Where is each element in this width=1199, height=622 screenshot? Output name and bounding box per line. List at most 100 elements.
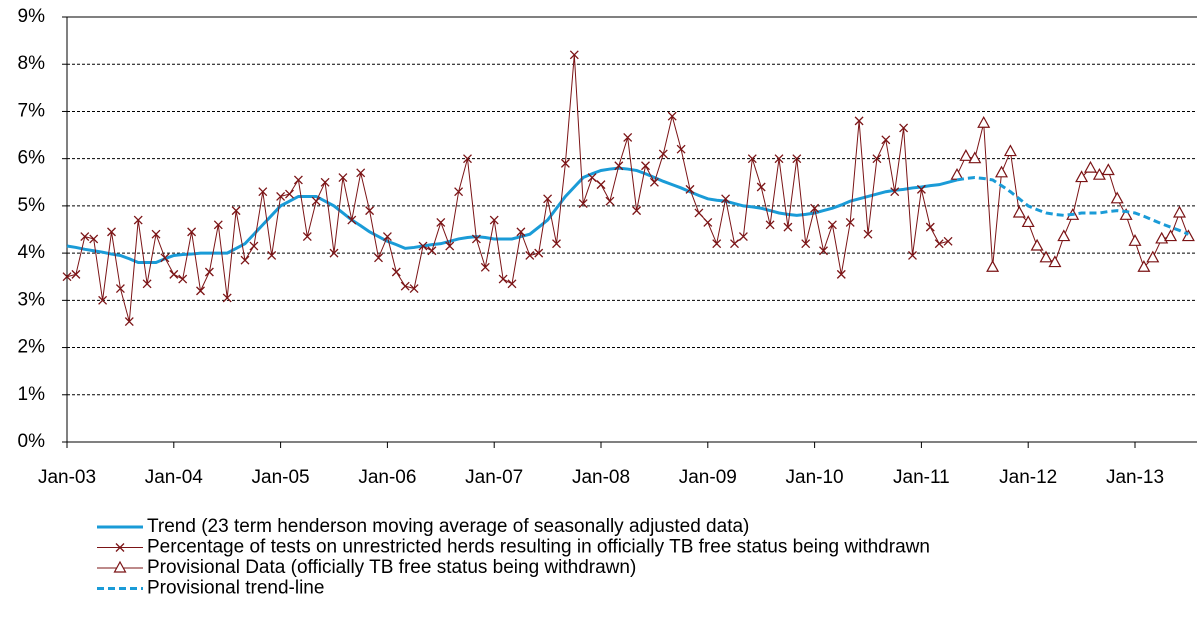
series-line: [66, 166, 958, 265]
data-point: [1146, 250, 1160, 263]
data-point: [365, 206, 375, 216]
data-point: [534, 248, 544, 258]
data-point: [605, 196, 615, 206]
data-point: [338, 173, 348, 183]
data-point: [827, 220, 837, 230]
data-point: [836, 269, 846, 279]
x-tick-label: Jan-10: [786, 467, 844, 488]
data-point: [249, 241, 259, 251]
x-tick-label: Jan-05: [252, 467, 310, 488]
legend-label: Percentage of tests on unrestricted herd…: [147, 537, 930, 558]
data-point: [445, 241, 455, 251]
data-point: [1083, 160, 1098, 173]
data-point: [302, 232, 312, 242]
data-point: [908, 251, 917, 260]
data-point: [685, 184, 695, 194]
x-tick-label: Jan-04: [145, 467, 204, 488]
data-point: [1039, 250, 1053, 263]
data-point: [463, 154, 472, 164]
data-point: [765, 220, 775, 230]
legend-marker: [113, 560, 127, 573]
data-point: [994, 165, 1009, 178]
data-point: [62, 272, 72, 282]
y-tick-label: 7%: [18, 100, 46, 121]
data-point: [178, 274, 188, 284]
data-point: [71, 269, 81, 279]
data-point: [516, 227, 526, 237]
data-point: [730, 239, 739, 249]
data-point: [347, 215, 357, 225]
data-point: [196, 286, 205, 296]
data-point: [899, 123, 909, 133]
x-tick-label: Jan-12: [999, 467, 1057, 488]
series-line: [66, 54, 949, 322]
series-line: [956, 123, 1189, 269]
data-point: [374, 253, 383, 263]
data-point: [977, 116, 991, 128]
data-point: [738, 232, 748, 242]
data-point: [204, 267, 214, 277]
legend-label: Trend (23 term henderson moving average …: [147, 516, 749, 537]
data-point: [712, 239, 722, 249]
x-tick-label: Jan-08: [572, 467, 630, 488]
data-point: [552, 239, 561, 249]
data-point: [1021, 215, 1035, 228]
data-point: [276, 191, 286, 201]
data-point: [115, 284, 125, 293]
y-tick-label: 5%: [18, 195, 46, 216]
data-point: [124, 317, 134, 327]
series-line: [956, 176, 1189, 236]
data-point: [950, 167, 964, 180]
data-point: [391, 267, 401, 277]
data-point: [142, 279, 152, 289]
data-point: [267, 251, 277, 260]
data-point: [854, 116, 864, 126]
data-point: [783, 222, 793, 232]
data-point: [667, 111, 677, 121]
data-point: [1110, 191, 1124, 204]
data-point: [427, 246, 437, 256]
data-point: [320, 177, 330, 187]
data-point: [774, 154, 784, 164]
data-point: [1101, 163, 1115, 176]
y-tick-label: 4%: [18, 242, 46, 263]
x-tick-label: Jan-09: [679, 467, 737, 488]
data-point: [454, 187, 464, 197]
data-point: [578, 199, 588, 208]
data-point: [471, 234, 481, 244]
data-point: [1164, 229, 1178, 242]
data-point: [756, 182, 766, 192]
y-tick-label: 0%: [18, 431, 46, 452]
y-tick-label: 6%: [18, 148, 46, 169]
data-point: [632, 206, 642, 216]
data-point: [525, 251, 535, 260]
data-point: [1012, 205, 1026, 218]
data-point: [480, 262, 490, 272]
data-point: [721, 194, 731, 204]
data-point: [418, 241, 428, 251]
data-point: [1155, 231, 1169, 244]
data-point: [382, 232, 392, 242]
data-point: [810, 203, 820, 213]
data-point: [1181, 229, 1195, 242]
data-point: [569, 50, 579, 60]
data-point: [872, 154, 882, 164]
data-point: [498, 274, 508, 284]
data-point: [151, 229, 161, 239]
x-tick-label: Jan-13: [1106, 467, 1164, 488]
y-tick-label: 2%: [18, 337, 46, 358]
data-point: [596, 180, 606, 190]
data-point: [133, 215, 143, 225]
data-point: [959, 149, 973, 161]
data-point: [1075, 170, 1089, 183]
data-point: [863, 229, 873, 239]
y-tick-label: 8%: [18, 53, 46, 74]
data-point: [676, 144, 686, 154]
data-point: [934, 239, 944, 249]
data-point: [925, 222, 935, 232]
data-point: [356, 168, 366, 178]
data-point: [311, 196, 321, 206]
data-point: [107, 227, 116, 237]
data-point: [943, 236, 953, 246]
